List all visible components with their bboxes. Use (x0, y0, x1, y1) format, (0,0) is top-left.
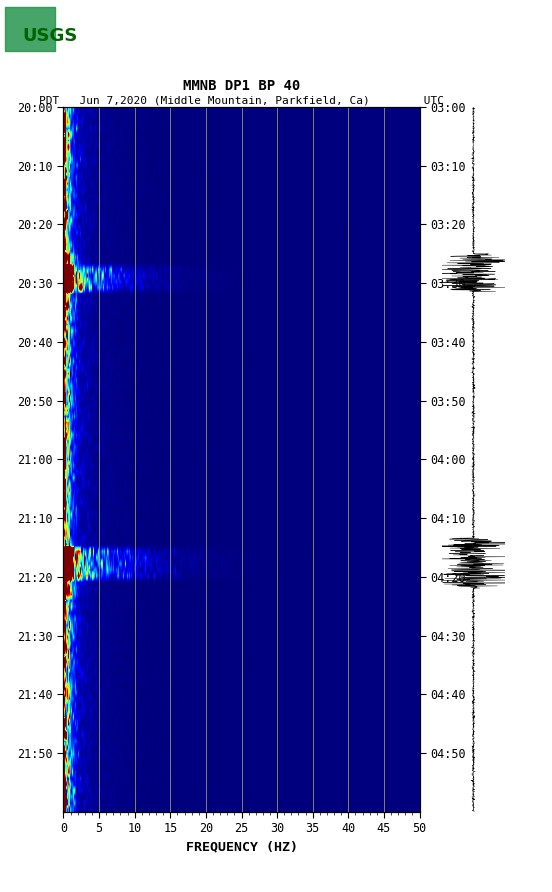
X-axis label: FREQUENCY (HZ): FREQUENCY (HZ) (185, 840, 298, 854)
Text: MMNB DP1 BP 40: MMNB DP1 BP 40 (183, 78, 300, 93)
Text: PDT   Jun 7,2020 (Middle Mountain, Parkfield, Ca)        UTC: PDT Jun 7,2020 (Middle Mountain, Parkfie… (39, 95, 444, 105)
Text: USGS: USGS (22, 28, 77, 45)
